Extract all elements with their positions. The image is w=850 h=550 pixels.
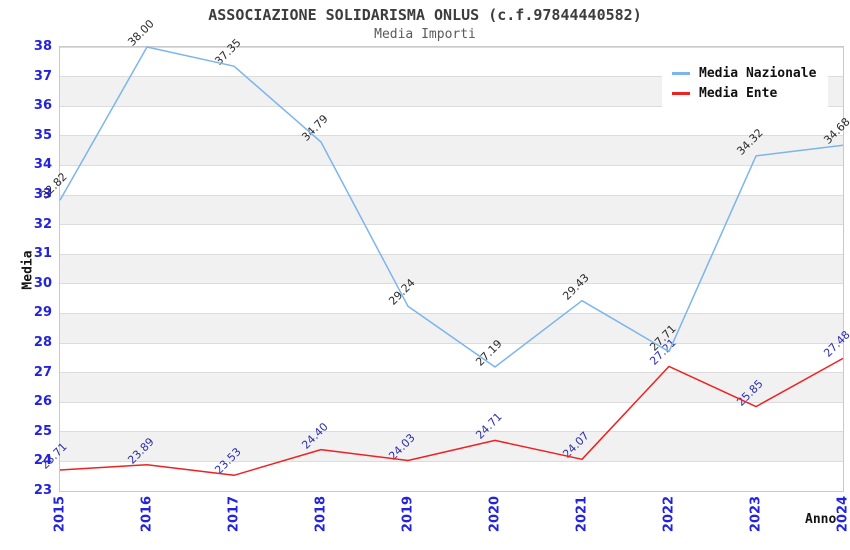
y-tick-label: 38	[33, 39, 52, 54]
plot-band	[60, 372, 843, 403]
x-tick-label: 2017	[226, 495, 242, 533]
gridline	[60, 372, 843, 374]
gridline	[60, 431, 843, 433]
gridline	[60, 490, 843, 491]
x-axis-title: Anno	[805, 512, 837, 527]
y-tick-label: 34	[33, 157, 52, 173]
y-tick-label: 24	[33, 453, 52, 469]
y-tick-label: 31	[33, 246, 52, 262]
plot-band	[60, 254, 843, 284]
legend-label: Media Ente	[699, 85, 778, 101]
gridline	[60, 164, 843, 166]
y-tick-label: 26	[33, 394, 52, 410]
series-lines	[59, 46, 844, 477]
x-tick-label: 2018	[313, 495, 329, 533]
series-line-media-nazionale	[59, 46, 844, 368]
gridline	[60, 253, 843, 255]
y-tick-label: 27	[33, 364, 52, 380]
legend: Media Nazionale Media Ente	[662, 56, 829, 110]
plot-band	[60, 195, 843, 225]
y-axis-title: Media	[20, 250, 36, 290]
y-tick-label: 23	[33, 483, 52, 498]
gridline	[60, 105, 843, 107]
x-tick-label: 2016	[139, 495, 155, 533]
chart-title: ASSOCIAZIONE SOLIDARISMA ONLUS (c.f.9784…	[208, 6, 642, 24]
plot-band	[60, 313, 843, 343]
y-tick-label: 35	[33, 127, 52, 143]
gridline	[60, 283, 843, 285]
gridline	[60, 76, 843, 78]
gridline	[60, 342, 843, 344]
y-tick-label: 36	[33, 98, 52, 114]
x-tick-label: 2024	[835, 495, 850, 533]
gridline	[60, 194, 843, 196]
plot-band	[60, 431, 843, 462]
legend-line-swatch-icon	[672, 71, 690, 75]
x-tick-label: 2021	[574, 495, 590, 533]
x-tick-label: 2023	[748, 495, 764, 533]
y-tick-label: 28	[33, 335, 52, 350]
gridline	[60, 312, 843, 314]
chart-subtitle: Media Importi	[374, 27, 476, 42]
gridline	[60, 460, 843, 462]
plot-band	[60, 135, 843, 166]
x-tick-label: 2015	[52, 495, 68, 533]
gridline	[60, 401, 843, 403]
y-tick-label: 33	[33, 187, 52, 202]
gridline	[60, 135, 843, 137]
legend-line-swatch-icon	[672, 91, 690, 95]
x-tick-label: 2019	[400, 495, 416, 533]
y-tick-label: 37	[33, 68, 52, 84]
y-tick-label: 25	[33, 423, 52, 439]
legend-item: Media Nazionale	[672, 63, 816, 83]
gridline	[60, 47, 843, 48]
gridline	[60, 224, 843, 226]
x-tick-label: 2020	[487, 495, 503, 533]
legend-label: Media Nazionale	[699, 65, 817, 81]
series-line-media-ente	[59, 357, 844, 477]
y-tick-label: 30	[33, 275, 52, 291]
x-tick-label: 2022	[661, 495, 677, 533]
y-tick-label: 32	[33, 216, 52, 232]
y-tick-label: 29	[33, 305, 52, 321]
legend-item: Media Ente	[672, 83, 816, 103]
